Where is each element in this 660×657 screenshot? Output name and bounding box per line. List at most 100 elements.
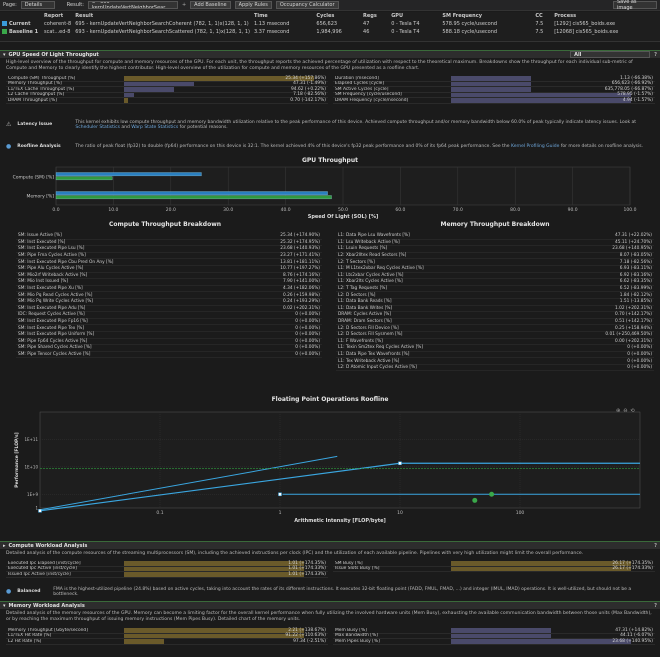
achieved-performance-point [489,491,495,497]
metric-row: Issued Ipc Active [inst/cycle] 1.01 (+174… [6,572,328,578]
result-label: Result: [66,2,84,8]
list-item: L1: Data Pipe Tex Wavefronts [%] 0 (+0.00… [336,352,654,359]
list-item: L2: D Atomic Input Cycles Active [%] 0 (+… [336,365,654,372]
breakdown-label: SM: Inst Executed [%] [18,239,66,245]
zoom-out-icon[interactable]: ⊖ [623,408,628,414]
breakdown-label: L1: Lsuin Requests [%] [338,246,388,252]
zoom-in-icon[interactable]: ⊕ [616,408,621,414]
sol-section-header[interactable]: ▾ GPU Speed Of Light Throughput All ? [0,50,660,58]
list-item: L1: F Wavefronts [%] 0.00 (+202.31%) [336,339,654,346]
breakdown-value: 0 (+0.00%) [295,351,320,357]
metric-bar [124,87,174,92]
breakdown-value: 25.34 (+174.90%) [280,233,320,239]
breakdown-label: L1: Xbar2lts Cycles Active [%] [338,279,403,285]
compute-workload-header[interactable]: ▸ Compute Workload Analysis ? [0,541,660,549]
breakdown-label: SM: Inst Executed Pipe Xu [%] [18,285,83,291]
page-select[interactable]: Details [20,1,55,9]
metric-value: 1.01 (+174.35%) [288,560,326,566]
row-name: Current [9,21,31,27]
x-tick-label: 50.0 [338,207,348,213]
metric-filter-select[interactable]: All [570,51,651,58]
save-as-image-button[interactable]: Save as image [613,0,657,11]
x-tick-label: 1 [279,510,282,516]
list-item: L1: Texin Sm2tex Req Cycles Active [%] 0 … [336,345,654,352]
expand-icon[interactable]: ▸ [3,542,6,549]
help-icon[interactable]: ? [654,602,657,609]
metric-value: 656,623 (-66.92%) [611,81,653,87]
breakdown-label: L2: Xbar2lltex Read Sectors [%] [338,253,407,258]
row-name: Baseline 1 [9,29,39,35]
list-item: SM: Pipe Fp64 Cycles Active [%] 0 (+0.00%… [16,339,322,346]
add-baseline-button[interactable]: Add Baseline [190,1,231,9]
page-label: Page: [3,2,17,8]
collapse-icon[interactable]: ▾ [3,602,6,609]
table-row[interactable]: Baseline 1 scat...ed-8 693 - kernUpdateV… [0,28,660,36]
warp-state-statistics-link[interactable]: Warp State Statistics [131,125,179,130]
breakdown-value: 0.00 (+202.31%) [614,338,652,344]
metric-row: Mem Pipes Busy [%] 23.68 (+140.95%) [333,639,655,645]
breakdown-value: 8.07 (-83.05%) [619,253,652,258]
occupancy-calculator-button[interactable]: Occupancy Calculator [275,1,339,9]
scheduler-statistics-link[interactable]: Scheduler Statistics [75,125,120,130]
metric-label: DRAM Frequency [cycle/nsecond] [335,97,409,103]
collapse-icon[interactable]: ▾ [3,51,6,58]
breakdown-label: SM: Inst Executed Pipe Cbu Pred On Any [… [18,259,114,265]
apply-rules-button[interactable]: Apply Rules [234,1,272,9]
metric-value: 0.70 (-142.17%) [290,97,326,103]
metric-bar [124,561,304,566]
compute-breakdown-list: SM: Issue Active [%] 25.34 (+174.90%) SM: … [16,233,322,359]
metric-label: Executed Ipc Active [inst/cycle] [8,566,77,572]
kernel-profiling-guide-link[interactable]: Kernel Profiling Guide [510,144,560,150]
metric-row: DRAM Throughput [%] 0.70 (-142.17%) [6,98,328,104]
fp32-roof-line [39,455,338,511]
list-item: DRAM: Dram Sectors [%] 0.51 (+142.17%) [336,319,654,326]
list-item: L1: Tex Writeback Active [%] 0 (+0.00%) [336,358,654,365]
metric-value: 7.18 (-82.56%) [293,92,326,98]
result-select[interactable]: 0 - 695 - kernUpdateVertNeighborSear... [87,1,178,9]
roofline-info-title: Roofline Analysis [17,144,61,150]
list-item: L1: Data Bank Reads [%] 1.51 (-13.85%) [336,299,654,306]
metric-bar [124,633,304,638]
col-cc: CC [535,13,543,19]
breakdown-value: 6.93 (-83.11%) [619,266,652,272]
breakdown-value: 6.92 (-83.16%) [619,272,652,278]
list-item: SM: Mio Pq Write Cycles Active [%] 0.24 (… [16,299,322,306]
table-row[interactable]: Current coherent-8 695 - kernUpdateVertN… [0,20,660,28]
metric-label: Mem Pipes Busy [%] [335,638,380,644]
y-tick-label: 1E+11 [24,437,38,442]
metric-label: Issue Slots Busy [%] [335,566,380,572]
memory-workload-title: Memory Workload Analysis [8,602,85,609]
baseline-table-header: Report Result Time Cycles Regs GPU SM Fr… [0,12,660,20]
cell-regs: 47 [363,21,370,27]
metric-bar [451,633,551,638]
ridge-point-marker [398,461,402,466]
ridge-point-marker [278,492,282,497]
cell-time: 1.13 msecond [253,21,290,27]
breakdown-value: 0 (+0.00%) [295,325,320,331]
throughput-bar [55,191,328,196]
list-item: L1: Data Bank Writes [%] 1.02 (+202.31%) [336,306,654,313]
breakdown-value: 13.81 (+181.11%) [280,259,320,265]
list-item: L1: Lsuin Requests [%] 23.68 (+140.95%) [336,246,654,253]
x-tick-label: 80.0 [510,207,520,213]
current-color-swatch [2,21,7,26]
y-axis-label: Performance [FLOP/s] [14,432,20,487]
cell-cc: 7.5 [535,21,544,27]
x-tick-label: 70.0 [453,207,463,213]
help-icon[interactable]: ? [654,51,657,58]
warning-icon: ⚠ [6,121,12,129]
add-icon[interactable]: + [181,2,187,8]
list-item: L2: D Sectors Fill Sysmem [%] 0.01 (+250,… [336,332,654,339]
breakdown-label: SM: Issue Active [%] [18,233,62,239]
metric-row: Executed Ipc Active [inst/cycle] 1.01 (+1… [6,566,328,572]
list-item: SM: Inst Executed Pipe Fp16 [%] 0 (+0.00%… [16,319,322,326]
metric-row: Elapsed Cycles [cycle] 656,623 (-66.92%) [333,81,655,87]
memory-workload-header[interactable]: ▾ Memory Workload Analysis ? [0,601,660,609]
list-item: SM: Pipe Alu Cycles Active [%] 10.77 (+19… [16,266,322,273]
reset-zoom-icon[interactable]: ⟲ [630,408,635,414]
breakdown-value: 45.11 (+24.70%) [614,239,652,245]
help-icon[interactable]: ? [654,542,657,549]
sol-metrics-left: Compute (SM) Throughput [%] 25.34 (+157.8… [6,76,328,104]
breakdown-label: L1: Data Pipe Tex Wavefronts [%] [338,351,410,357]
y-category-label: Compute (SM) [%] [13,175,55,181]
